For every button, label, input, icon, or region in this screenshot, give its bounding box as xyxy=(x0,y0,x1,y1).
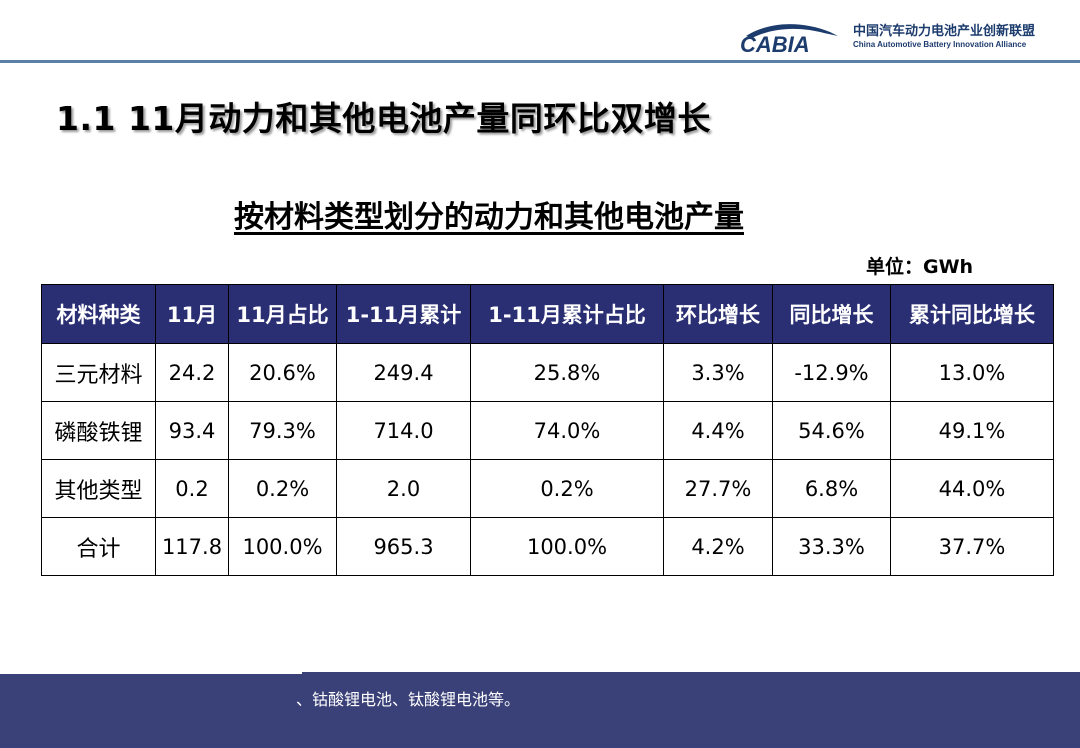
table-cell: 965.3 xyxy=(336,517,471,576)
page-title: 1.1 11月动力和其他电池产量同环比双增长 xyxy=(56,99,711,138)
production-table: 材料种类 11月 11月占比 1-11月累计 1-11月累计占比 环比增长 同比… xyxy=(41,284,1054,576)
table-cell: 三元材料 xyxy=(41,343,156,402)
unit-label: 单位：GWh xyxy=(866,256,974,278)
table-cell: 93.4 xyxy=(155,401,229,460)
table-cell: 54.6% xyxy=(772,401,891,460)
table-cell: 24.2 xyxy=(155,343,229,402)
table-header-row: 材料种类 11月 11月占比 1-11月累计 1-11月累计占比 环比增长 同比… xyxy=(41,284,1054,344)
table-cell: 33.3% xyxy=(772,517,891,576)
table-cell: 合计 xyxy=(41,517,156,576)
cabia-logo: CABIA 中国汽车动力电池产业创新联盟 China Automotive Ba… xyxy=(738,16,1068,56)
footer-edge xyxy=(0,660,302,674)
table-cell: 44.0% xyxy=(890,459,1054,518)
logo-name-cn: 中国汽车动力电池产业创新联盟 xyxy=(853,24,1036,39)
table-cell: 4.2% xyxy=(663,517,773,576)
table-row: 磷酸铁锂 93.4 79.3% 714.0 74.0% 4.4% 54.6% 4… xyxy=(41,401,1054,460)
table-cell: 74.0% xyxy=(470,401,664,460)
logo-name-en: China Automotive Battery Innovation Alli… xyxy=(853,40,1027,49)
table-cell: 3.3% xyxy=(663,343,773,402)
table-cell: 117.8 xyxy=(155,517,229,576)
table-cell: 49.1% xyxy=(890,401,1054,460)
table-cell: 0.2% xyxy=(228,459,337,518)
column-header: 环比增长 xyxy=(663,284,773,344)
logo-wordmark: CABIA xyxy=(740,32,810,56)
table-row: 其他类型 0.2 0.2% 2.0 0.2% 27.7% 6.8% 44.0% xyxy=(41,459,1054,518)
column-header: 1-11月累计占比 xyxy=(470,284,664,344)
footer-bar xyxy=(0,672,1080,748)
table-cell: 4.4% xyxy=(663,401,773,460)
table-total-row: 合计 117.8 100.0% 965.3 100.0% 4.2% 33.3% … xyxy=(41,517,1054,576)
table-cell: 其他类型 xyxy=(41,459,156,518)
header-divider xyxy=(0,60,1080,63)
car-silhouette-icon: CABIA xyxy=(740,24,838,56)
footer-note: 、钴酸锂电池、钛酸锂电池等。 xyxy=(296,690,521,709)
table-cell: 714.0 xyxy=(336,401,471,460)
table-cell: -12.9% xyxy=(772,343,891,402)
table-cell: 79.3% xyxy=(228,401,337,460)
column-header: 11月占比 xyxy=(228,284,337,344)
table-row: 三元材料 24.2 20.6% 249.4 25.8% 3.3% -12.9% … xyxy=(41,343,1054,402)
table-cell: 13.0% xyxy=(890,343,1054,402)
footer-edge xyxy=(778,660,1080,672)
table-cell: 27.7% xyxy=(663,459,773,518)
column-header: 材料种类 xyxy=(41,284,156,344)
column-header: 1-11月累计 xyxy=(336,284,471,344)
table-cell: 0.2 xyxy=(155,459,229,518)
table-cell: 2.0 xyxy=(336,459,471,518)
column-header: 累计同比增长 xyxy=(890,284,1054,344)
table-cell: 100.0% xyxy=(228,517,337,576)
column-header: 同比增长 xyxy=(772,284,891,344)
column-header: 11月 xyxy=(155,284,229,344)
table-title: 按材料类型划分的动力和其他电池产量 xyxy=(234,200,744,235)
table-cell: 249.4 xyxy=(336,343,471,402)
table-cell: 20.6% xyxy=(228,343,337,402)
table-cell: 100.0% xyxy=(470,517,664,576)
table-cell: 磷酸铁锂 xyxy=(41,401,156,460)
table-cell: 6.8% xyxy=(772,459,891,518)
table-cell: 25.8% xyxy=(470,343,664,402)
table-cell: 0.2% xyxy=(470,459,664,518)
table-cell: 37.7% xyxy=(890,517,1054,576)
